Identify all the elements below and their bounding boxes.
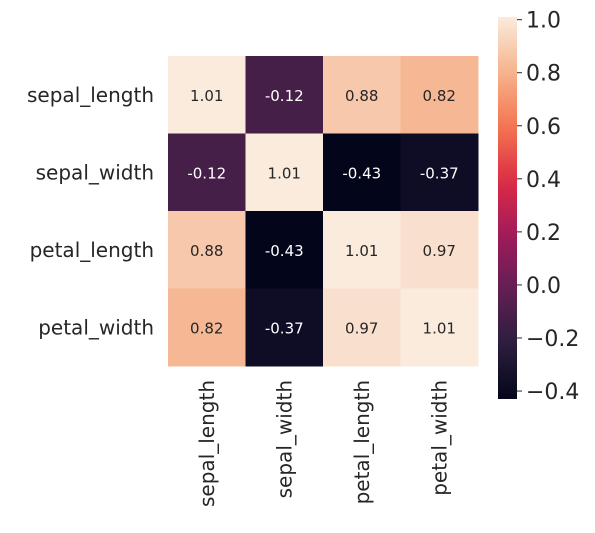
cell-value-label: -0.43	[342, 164, 381, 182]
colorbar-tick-label: 0.6	[526, 115, 561, 140]
y-tick-label: sepal_length	[27, 83, 154, 107]
cell-value-label: 1.01	[268, 164, 301, 182]
colorbar	[498, 17, 517, 399]
cell-value-label: -0.12	[265, 87, 304, 105]
colorbar-tick-label: 0.2	[526, 221, 561, 246]
heatmap-cell	[245, 288, 324, 367]
x-tick-label: sepal_length	[195, 380, 219, 507]
heatmap-cell	[323, 133, 401, 212]
cell-value-label: 0.82	[190, 319, 223, 337]
colorbar-tick-label: −0.4	[526, 380, 579, 405]
y-tick-label: petal_length	[30, 238, 154, 262]
cell-value-label: 0.88	[345, 87, 378, 105]
cell-value-label: 1.01	[190, 87, 223, 105]
heatmap-cell	[323, 288, 401, 367]
heatmap-cell	[323, 56, 401, 134]
cell-value-label: 0.88	[190, 242, 223, 260]
colorbar-tick-label: 0.0	[526, 274, 561, 299]
cell-value-label: 0.97	[345, 319, 378, 337]
cell-value-label: -0.43	[265, 242, 304, 260]
heatmap-cell	[168, 211, 246, 289]
heatmap-cell	[400, 56, 479, 134]
x-tick-label: petal_length	[350, 380, 374, 504]
cell-value-label: 1.01	[345, 242, 378, 260]
heatmap-cell	[245, 133, 324, 212]
x-tick-label: petal_width	[427, 380, 451, 496]
heatmap-cell	[323, 211, 401, 289]
heatmap-cell	[400, 288, 479, 367]
colorbar-tick-label: 0.8	[526, 62, 561, 87]
cell-value-label: -0.37	[265, 319, 304, 337]
cell-value-label: 0.82	[423, 87, 456, 105]
heatmap-cell	[245, 56, 324, 134]
heatmap-cell	[400, 211, 479, 289]
heatmap-cell	[168, 56, 246, 134]
heatmap-cell	[245, 211, 324, 289]
cell-value-label: -0.12	[187, 164, 226, 182]
colorbar-tick-label: −0.2	[526, 327, 579, 352]
heatmap-cell	[168, 133, 246, 212]
cell-value-label: -0.37	[420, 164, 459, 182]
x-tick-label: sepal_width	[272, 380, 296, 498]
colorbar-tick-label: 0.4	[526, 168, 561, 193]
heatmap-cell	[168, 288, 246, 367]
cell-value-label: 0.97	[423, 242, 456, 260]
y-tick-label: sepal_width	[36, 160, 154, 184]
cell-value-label: 1.01	[423, 319, 456, 337]
y-tick-label: petal_width	[38, 315, 154, 339]
colorbar-tick-label: 1.0	[526, 9, 561, 34]
heatmap-cell	[400, 133, 479, 212]
